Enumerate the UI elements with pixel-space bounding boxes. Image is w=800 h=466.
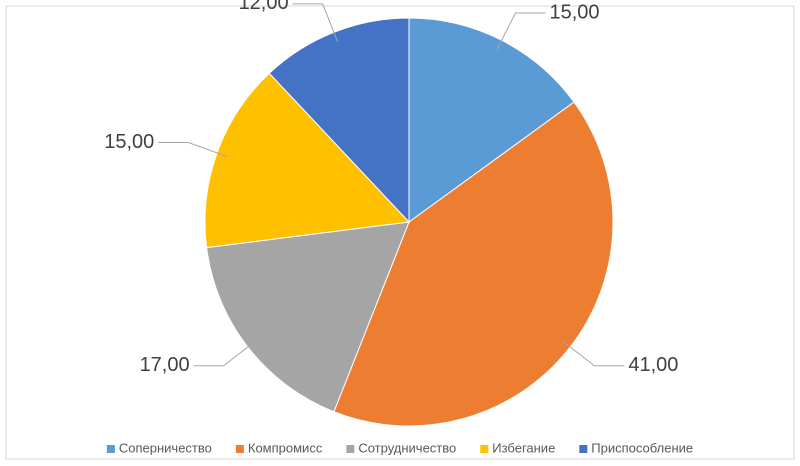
legend-swatch (480, 445, 489, 453)
leader-line (496, 12, 546, 50)
legend-swatch (235, 445, 244, 453)
data-label: 41,00 (628, 354, 678, 376)
data-label: 17,00 (140, 354, 190, 376)
legend-label: Соперничество (119, 440, 212, 455)
legend-label: Сотрудничество (358, 440, 456, 455)
legend-label: Компромисс (248, 440, 323, 455)
legend-swatch (106, 445, 115, 453)
legend-swatch (579, 445, 588, 453)
legend-label: Приспособление (591, 440, 693, 455)
leader-line (193, 340, 257, 367)
legend-swatch (346, 445, 355, 453)
leader-line (158, 142, 227, 157)
data-label: 12,00 (239, 0, 289, 14)
legend-label: Избегание (492, 440, 555, 455)
data-label: 15,00 (550, 1, 600, 23)
leader-line (561, 340, 625, 367)
data-label: 15,00 (104, 131, 154, 153)
leader-line (292, 3, 339, 42)
